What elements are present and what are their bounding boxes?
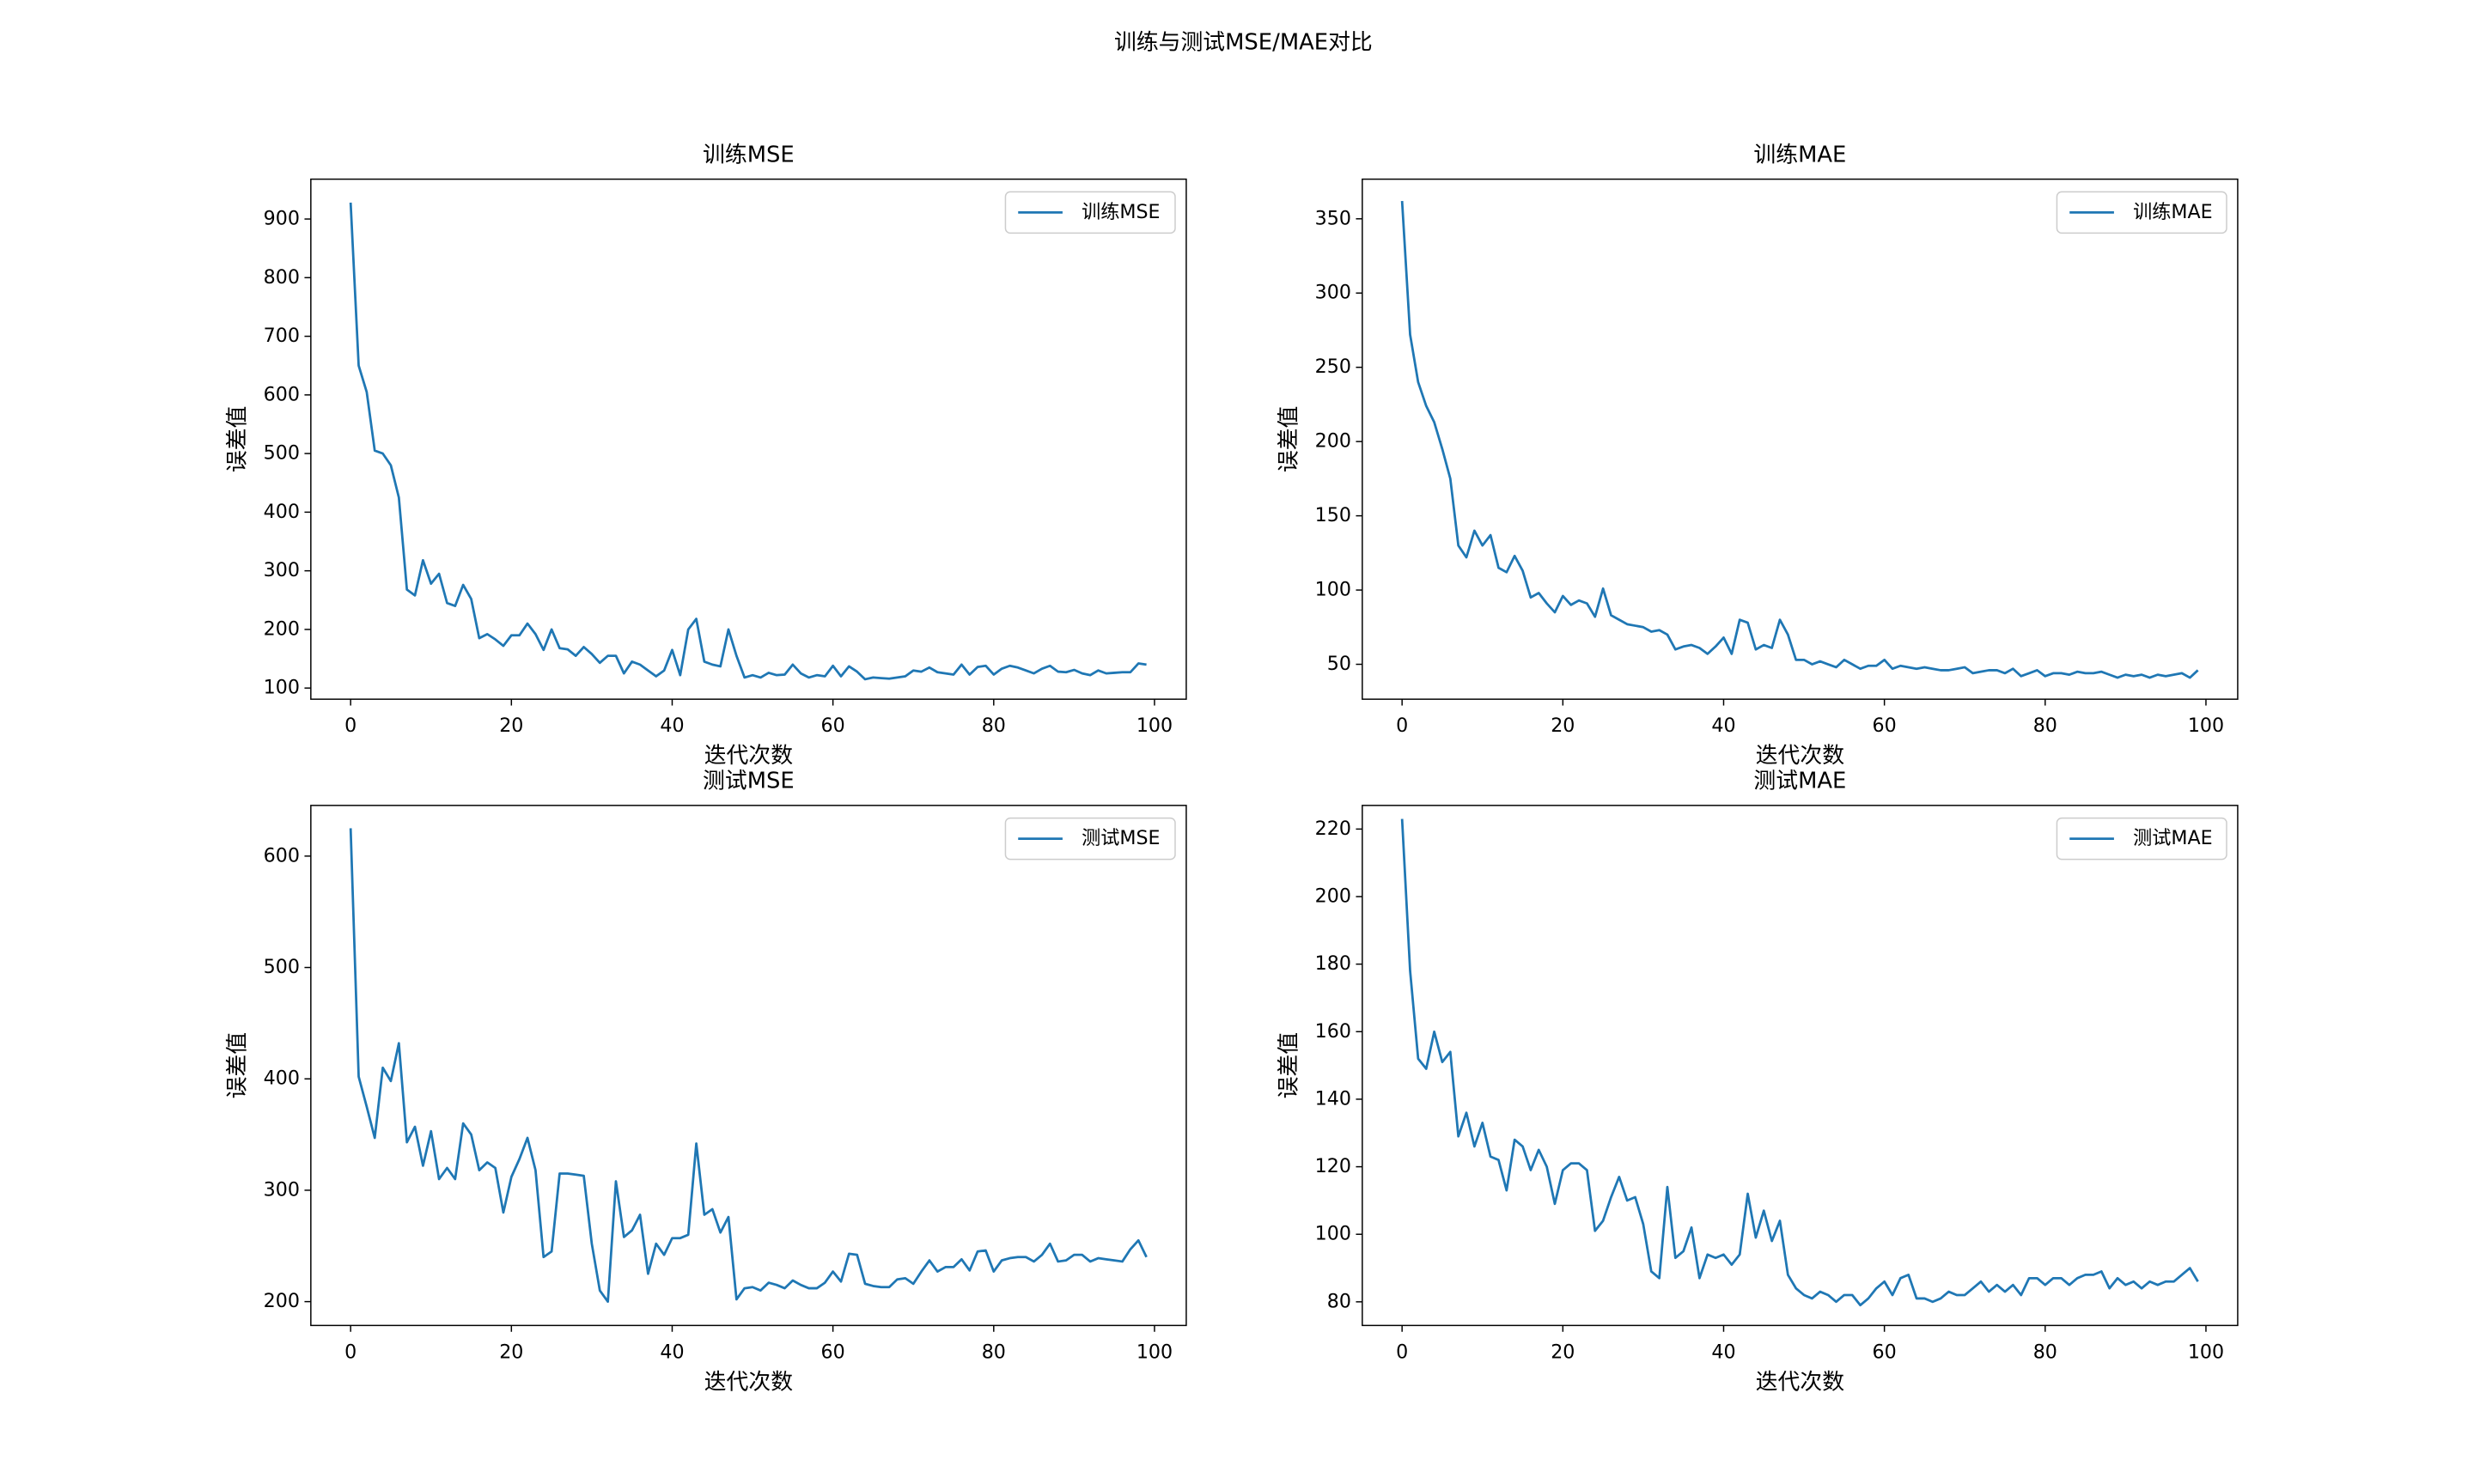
y-tick-label: 700 bbox=[264, 325, 300, 347]
x-tick-label: 60 bbox=[1873, 715, 1897, 737]
y-tick-label: 160 bbox=[1315, 1020, 1351, 1043]
legend-label: 测试MSE bbox=[1082, 827, 1160, 849]
y-tick-label: 180 bbox=[1315, 952, 1351, 975]
x-tick-label: 80 bbox=[982, 1341, 1006, 1363]
x-tick-label: 80 bbox=[2033, 715, 2057, 737]
y-axis-label: 误差值 bbox=[224, 406, 250, 472]
x-tick-label: 100 bbox=[1136, 715, 1173, 737]
y-tick-label: 200 bbox=[1315, 430, 1351, 453]
x-tick-label: 100 bbox=[2188, 715, 2224, 737]
y-tick-label: 300 bbox=[1315, 282, 1351, 304]
x-tick-label: 60 bbox=[821, 715, 845, 737]
y-tick-label: 500 bbox=[264, 442, 300, 465]
legend-label: 训练MSE bbox=[1082, 201, 1160, 223]
legend-label: 训练MAE bbox=[2133, 201, 2213, 223]
x-tick-label: 80 bbox=[2033, 1341, 2057, 1363]
y-tick-label: 100 bbox=[264, 677, 300, 699]
y-tick-label: 50 bbox=[1327, 653, 1351, 675]
y-tick-label: 200 bbox=[264, 1290, 300, 1312]
legend-box bbox=[2056, 191, 2227, 234]
figure-title: 训练与测试MSE/MAE对比 bbox=[1114, 29, 1373, 55]
data-line bbox=[1400, 818, 2199, 1307]
y-tick-label: 250 bbox=[1315, 356, 1351, 378]
subplot-title: 训练MSE bbox=[703, 142, 795, 167]
x-tick-label: 100 bbox=[2188, 1341, 2224, 1363]
legend-box bbox=[1004, 817, 1176, 861]
x-tick-label: 20 bbox=[1551, 1341, 1575, 1363]
y-tick-label: 300 bbox=[264, 1178, 300, 1201]
y-tick-label: 350 bbox=[1315, 207, 1351, 229]
subplot-title: 训练MAE bbox=[1753, 142, 1846, 167]
x-tick-label: 40 bbox=[660, 715, 684, 737]
axes-frame bbox=[310, 178, 1187, 700]
data-line bbox=[349, 202, 1147, 681]
y-tick-label: 200 bbox=[1315, 885, 1351, 908]
x-tick-label: 40 bbox=[1711, 715, 1735, 737]
x-tick-label: 40 bbox=[1711, 1341, 1735, 1363]
axes-frame bbox=[310, 805, 1187, 1327]
y-tick-label: 600 bbox=[264, 383, 300, 405]
x-tick-label: 0 bbox=[344, 1341, 356, 1363]
y-tick-label: 600 bbox=[264, 844, 300, 867]
x-axis-label: 迭代次数 bbox=[704, 1369, 793, 1395]
x-tick-label: 60 bbox=[821, 1341, 845, 1363]
subplot-title: 测试MAE bbox=[1753, 769, 1846, 794]
x-tick-label: 100 bbox=[1136, 1341, 1173, 1363]
y-tick-label: 400 bbox=[264, 501, 300, 523]
x-axis-label: 迭代次数 bbox=[1756, 743, 1844, 769]
data-line bbox=[1400, 200, 2199, 679]
y-tick-label: 800 bbox=[264, 266, 300, 289]
y-axis-label: 误差值 bbox=[1276, 406, 1301, 472]
y-tick-label: 150 bbox=[1315, 504, 1351, 526]
axes-frame bbox=[1362, 178, 2239, 700]
data-line bbox=[349, 828, 1148, 1304]
y-tick-label: 900 bbox=[264, 208, 300, 230]
x-tick-label: 80 bbox=[982, 715, 1006, 737]
x-tick-label: 20 bbox=[499, 1341, 523, 1363]
y-tick-label: 200 bbox=[264, 617, 300, 640]
y-tick-label: 80 bbox=[1327, 1290, 1351, 1312]
y-tick-label: 140 bbox=[1315, 1087, 1351, 1110]
subplot-title: 测试MSE bbox=[703, 769, 795, 794]
x-tick-label: 0 bbox=[1396, 1341, 1408, 1363]
y-tick-label: 300 bbox=[264, 559, 300, 581]
y-tick-label: 100 bbox=[1315, 1223, 1351, 1245]
x-tick-label: 0 bbox=[344, 715, 356, 737]
x-axis-label: 迭代次数 bbox=[1756, 1369, 1844, 1395]
y-tick-label: 500 bbox=[264, 956, 300, 978]
y-axis-label: 误差值 bbox=[1276, 1032, 1301, 1098]
y-tick-label: 220 bbox=[1315, 818, 1351, 840]
x-tick-label: 40 bbox=[660, 1341, 684, 1363]
legend-box bbox=[2056, 817, 2227, 861]
x-tick-label: 20 bbox=[499, 715, 523, 737]
x-tick-label: 20 bbox=[1551, 715, 1575, 737]
y-tick-label: 100 bbox=[1315, 579, 1351, 601]
legend-box bbox=[1004, 191, 1176, 234]
axes-frame bbox=[1362, 805, 2239, 1327]
x-tick-label: 60 bbox=[1873, 1341, 1897, 1363]
x-axis-label: 迭代次数 bbox=[704, 743, 793, 769]
x-tick-label: 0 bbox=[1396, 715, 1408, 737]
y-axis-label: 误差值 bbox=[224, 1032, 250, 1098]
legend-label: 测试MAE bbox=[2133, 827, 2213, 849]
y-tick-label: 120 bbox=[1315, 1155, 1351, 1177]
y-tick-label: 400 bbox=[264, 1067, 300, 1090]
